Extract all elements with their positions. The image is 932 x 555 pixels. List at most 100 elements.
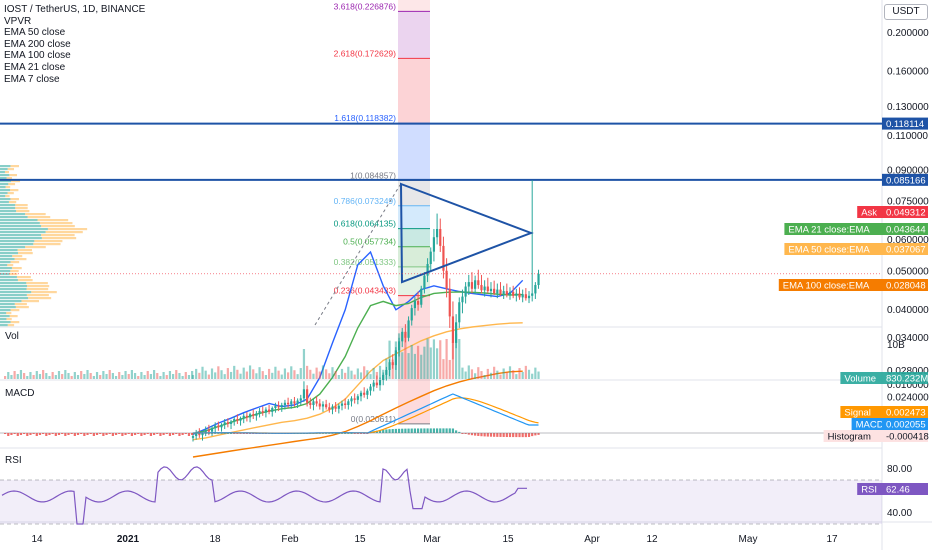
time-axis-tick: 18: [209, 534, 221, 545]
price-tag-label-box: [778, 279, 882, 291]
volume-bar: [290, 366, 293, 379]
volume-bar: [445, 339, 448, 379]
macd-histogram-bar: [461, 433, 464, 434]
volume-bar: [57, 371, 61, 379]
candle-body: [350, 398, 353, 402]
candle-body: [277, 405, 280, 408]
vpvr-bar-up: [0, 273, 10, 276]
candle-body: [534, 285, 537, 294]
indicator-ema-100[interactable]: EMA 100 close: [4, 50, 71, 62]
vpvr-bar-down: [11, 180, 21, 183]
macd-histogram-bar: [363, 433, 366, 434]
volume-bar: [130, 370, 133, 379]
candle-body: [210, 428, 214, 432]
volume-bar: [448, 359, 451, 379]
macd-histogram-bar: [152, 433, 156, 435]
macd-histogram-bar: [48, 433, 51, 435]
rsi-axis-tick: 40.00: [887, 508, 912, 519]
indicator-ema-21[interactable]: EMA 21 close: [4, 61, 66, 73]
fib-level-label: 0.236(0.043433): [334, 286, 397, 296]
price-axis-tick: 0.034000: [887, 333, 929, 344]
macd-histogram-bar: [32, 433, 35, 434]
vpvr-bar-up: [0, 279, 18, 282]
vpvr-bar-down: [10, 198, 19, 201]
volume-bar: [451, 341, 455, 379]
vpvr-bar-down: [45, 231, 83, 234]
macd-histogram-bar: [159, 433, 162, 436]
fib-band: [398, 228, 430, 247]
volume-bar: [382, 369, 385, 379]
macd-histogram-bar: [178, 433, 181, 436]
macd-histogram-bar: [214, 432, 217, 434]
volume-bar: [92, 376, 95, 379]
indicator-ema-200[interactable]: EMA 200 close: [4, 38, 71, 50]
volume-bar: [214, 372, 217, 379]
volume-bar: [331, 367, 334, 379]
price-tag-label: RSI: [861, 485, 877, 496]
volume-bar: [391, 359, 394, 379]
macd-histogram-bar: [121, 433, 124, 436]
volume-bar: [32, 375, 35, 379]
price-axis-tick: 0.200000: [887, 28, 929, 39]
candle-body: [496, 289, 499, 294]
candle-body: [489, 288, 493, 292]
candle-body: [480, 285, 483, 291]
volume-bar: [187, 375, 191, 379]
price-tag-label: EMA 50 close:EMA: [788, 245, 870, 256]
macd-histogram-bar: [4, 433, 7, 434]
macd-histogram-bar: [149, 433, 153, 436]
volume-bar: [508, 366, 512, 379]
volume-bar: [121, 375, 124, 379]
macd-histogram-bar: [54, 433, 57, 436]
volume-bar: [318, 371, 321, 379]
volume-bar: [108, 370, 111, 379]
time-axis-tick: 15: [502, 534, 514, 545]
indicator-ema-50[interactable]: EMA 50 close: [4, 27, 66, 39]
macd-histogram-bar: [162, 433, 165, 435]
volume-bar: [127, 374, 130, 379]
price-tag-label-box: [840, 372, 882, 384]
price-tag-box: [882, 206, 928, 218]
macd-histogram-bar: [477, 433, 480, 436]
candle-body: [347, 401, 350, 406]
macd-histogram-bar: [410, 428, 413, 433]
macd-histogram-bar: [401, 428, 404, 433]
volume-bar: [264, 375, 268, 379]
volume-bar: [10, 375, 13, 379]
price-tag-label: Histogram: [828, 432, 871, 443]
macd-histogram-bar: [137, 433, 140, 434]
volume-bar: [353, 374, 356, 379]
vpvr-bar-up: [0, 201, 9, 204]
volume-bar: [280, 374, 283, 379]
ema-line: [192, 370, 523, 458]
time-axis-tick: 14: [31, 534, 43, 545]
volume-bar: [223, 374, 226, 379]
volume-bar: [252, 369, 255, 379]
fib-level-label: 2.618(0.172629): [334, 48, 397, 58]
candle-body: [306, 389, 309, 403]
volume-bar: [489, 372, 493, 379]
currency-button[interactable]: USDT: [884, 4, 928, 20]
indicator-vpvr[interactable]: VPVR: [4, 15, 32, 27]
ema-line: [192, 291, 523, 435]
volume-bar: [245, 371, 248, 379]
symbol-title[interactable]: IOST / TetherUS, 1D, BINANCE: [4, 4, 146, 15]
candle-body: [416, 301, 420, 305]
vpvr-bar-up: [0, 291, 32, 294]
candle-body: [527, 295, 531, 299]
volume-bar: [423, 346, 426, 379]
price-axis-tick: 0.160000: [887, 66, 929, 77]
volume-bar: [499, 374, 502, 379]
macd-histogram-bar: [480, 433, 483, 437]
vpvr-bar-up: [0, 246, 26, 249]
macd-histogram-bar: [73, 433, 76, 436]
indicator-ema-7[interactable]: EMA 7 close: [4, 73, 60, 85]
candle-body: [312, 401, 315, 406]
price-tag-label: Ask: [861, 208, 877, 219]
macd-histogram-bar: [397, 428, 401, 433]
candle-body: [220, 424, 223, 428]
vpvr-bar-down: [5, 195, 10, 198]
volume-bar: [267, 368, 271, 379]
volume-bar: [181, 376, 184, 379]
